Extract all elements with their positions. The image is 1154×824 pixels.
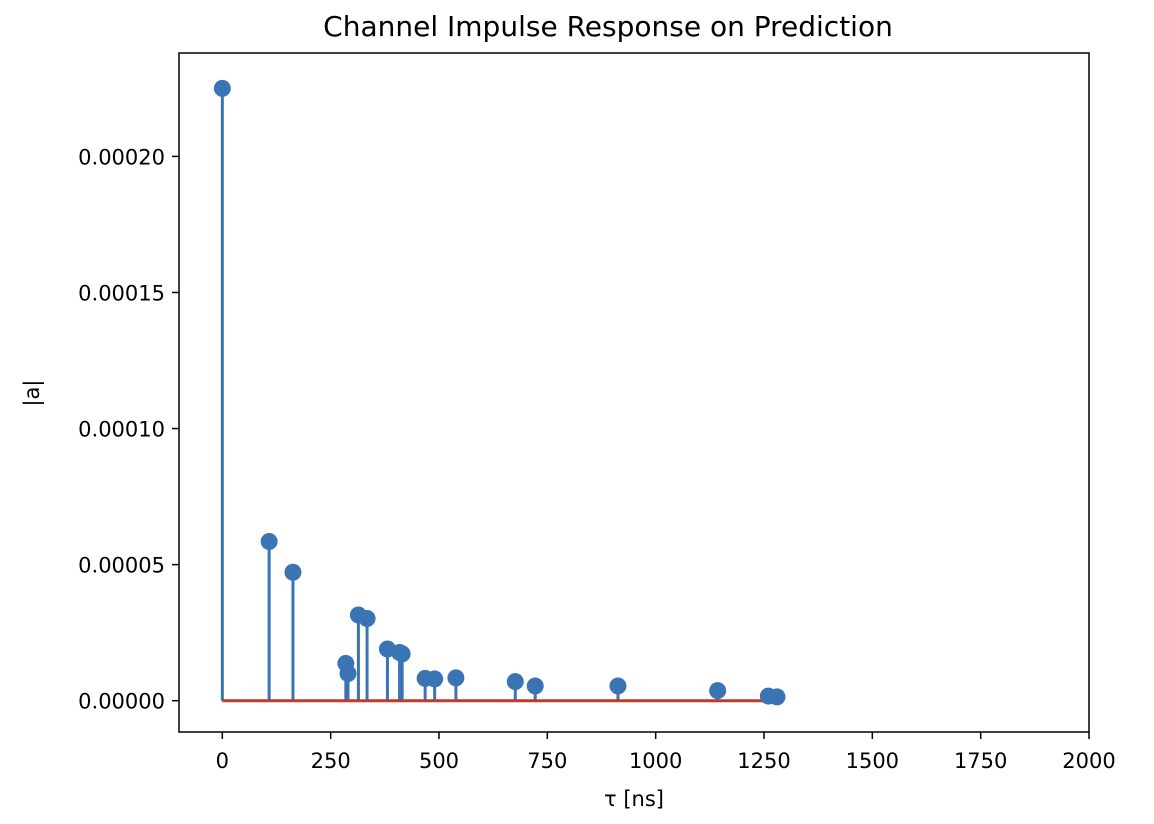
stem-marker <box>358 610 376 628</box>
x-tick-label: 500 <box>419 749 459 773</box>
y-axis-label: |a| <box>20 379 45 406</box>
y-tick-label: 0.00015 <box>78 281 165 305</box>
stem-marker <box>284 563 302 581</box>
x-tick-label: 1000 <box>629 749 682 773</box>
y-tick-label: 0.00010 <box>78 418 165 442</box>
plot-area-frame <box>178 52 1090 733</box>
stem-marker <box>260 532 278 550</box>
x-tick-label: 1750 <box>954 749 1007 773</box>
stem-marker <box>393 645 411 663</box>
stem-marker <box>213 79 231 97</box>
y-tick-label: 0.00005 <box>78 554 165 578</box>
chart-title: Channel Impulse Response on Prediction <box>323 10 893 43</box>
y-tick-label: 0.00000 <box>78 690 165 714</box>
stem-marker <box>339 664 357 682</box>
x-tick-label: 1250 <box>737 749 790 773</box>
y-axis: 0.00000 0.00005 0.00010 0.00015 0.00020 <box>78 145 179 714</box>
x-tick-label: 750 <box>527 749 567 773</box>
x-tick-label: 0 <box>216 749 229 773</box>
markers-group <box>213 79 786 706</box>
stem-marker <box>447 669 465 687</box>
x-axis: 0 250 500 750 1000 1250 1500 1750 2000 <box>216 732 1116 773</box>
stem-marker <box>609 677 627 695</box>
x-axis-label: τ [ns] <box>604 787 664 811</box>
x-tick-label: 1500 <box>846 749 899 773</box>
stem-marker <box>506 673 524 691</box>
stem-marker <box>709 682 727 700</box>
stem-marker <box>768 688 786 706</box>
stem-marker <box>526 677 544 695</box>
stem-marker <box>426 670 444 688</box>
x-tick-label: 2000 <box>1062 749 1115 773</box>
x-tick-label: 250 <box>311 749 351 773</box>
y-tick-label: 0.00020 <box>78 145 165 169</box>
